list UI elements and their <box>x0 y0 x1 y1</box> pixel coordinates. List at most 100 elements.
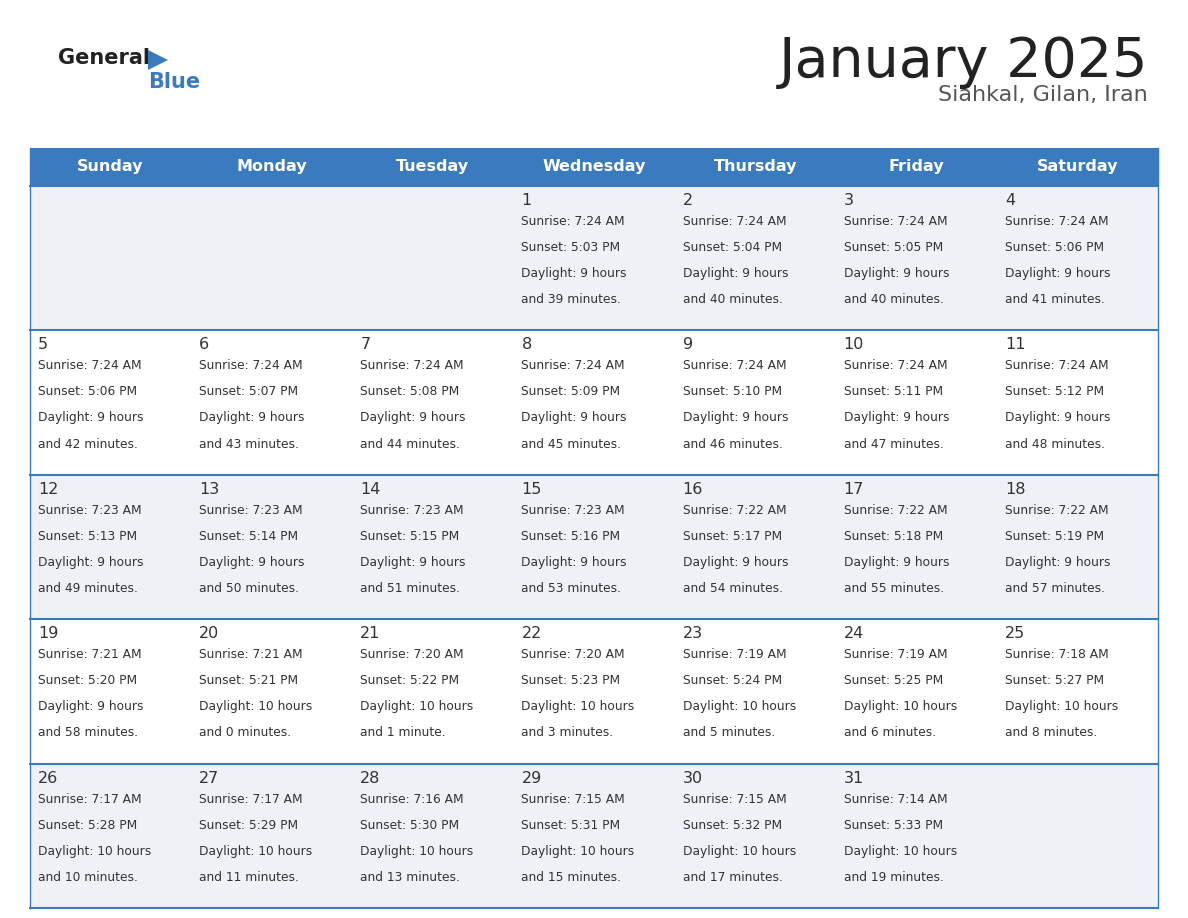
Text: Sunrise: 7:19 AM: Sunrise: 7:19 AM <box>843 648 947 661</box>
Text: 16: 16 <box>683 482 703 497</box>
Text: Siahkal, Gilan, Iran: Siahkal, Gilan, Iran <box>939 85 1148 105</box>
Text: Daylight: 9 hours: Daylight: 9 hours <box>683 556 788 569</box>
FancyBboxPatch shape <box>353 475 513 620</box>
Text: and 42 minutes.: and 42 minutes. <box>38 438 138 451</box>
Text: Sunrise: 7:23 AM: Sunrise: 7:23 AM <box>200 504 303 517</box>
Text: Sunset: 5:31 PM: Sunset: 5:31 PM <box>522 819 620 832</box>
Text: Sunrise: 7:21 AM: Sunrise: 7:21 AM <box>200 648 303 661</box>
Text: Daylight: 9 hours: Daylight: 9 hours <box>38 556 144 569</box>
Text: Daylight: 10 hours: Daylight: 10 hours <box>683 700 796 713</box>
Text: Daylight: 10 hours: Daylight: 10 hours <box>1005 700 1118 713</box>
Text: Sunrise: 7:24 AM: Sunrise: 7:24 AM <box>522 215 625 228</box>
Text: 6: 6 <box>200 338 209 353</box>
Text: Daylight: 10 hours: Daylight: 10 hours <box>843 845 958 857</box>
Text: Daylight: 10 hours: Daylight: 10 hours <box>200 845 312 857</box>
Text: Thursday: Thursday <box>713 160 797 174</box>
Text: 21: 21 <box>360 626 380 641</box>
Text: and 40 minutes.: and 40 minutes. <box>843 293 943 306</box>
Text: Sunset: 5:04 PM: Sunset: 5:04 PM <box>683 241 782 254</box>
FancyBboxPatch shape <box>997 764 1158 908</box>
Text: Sunrise: 7:24 AM: Sunrise: 7:24 AM <box>683 360 786 373</box>
Text: and 39 minutes.: and 39 minutes. <box>522 293 621 306</box>
FancyBboxPatch shape <box>191 475 353 620</box>
Text: 8: 8 <box>522 338 532 353</box>
Text: Sunset: 5:22 PM: Sunset: 5:22 PM <box>360 674 460 688</box>
Text: Sunrise: 7:22 AM: Sunrise: 7:22 AM <box>843 504 947 517</box>
Text: 9: 9 <box>683 338 693 353</box>
Text: and 3 minutes.: and 3 minutes. <box>522 726 613 739</box>
FancyBboxPatch shape <box>513 330 675 475</box>
Text: Sunset: 5:07 PM: Sunset: 5:07 PM <box>200 386 298 398</box>
Text: Daylight: 9 hours: Daylight: 9 hours <box>522 267 627 280</box>
FancyBboxPatch shape <box>191 148 353 186</box>
Text: and 53 minutes.: and 53 minutes. <box>522 582 621 595</box>
Text: Sunrise: 7:20 AM: Sunrise: 7:20 AM <box>522 648 625 661</box>
Text: and 57 minutes.: and 57 minutes. <box>1005 582 1105 595</box>
Text: Sunset: 5:05 PM: Sunset: 5:05 PM <box>843 241 943 254</box>
FancyBboxPatch shape <box>997 186 1158 330</box>
FancyBboxPatch shape <box>30 475 191 620</box>
Text: Daylight: 10 hours: Daylight: 10 hours <box>200 700 312 713</box>
Text: and 54 minutes.: and 54 minutes. <box>683 582 783 595</box>
Text: and 17 minutes.: and 17 minutes. <box>683 871 783 884</box>
Text: 31: 31 <box>843 770 864 786</box>
Text: Sunrise: 7:24 AM: Sunrise: 7:24 AM <box>1005 215 1108 228</box>
FancyBboxPatch shape <box>675 475 835 620</box>
Text: Daylight: 9 hours: Daylight: 9 hours <box>200 556 304 569</box>
Text: and 58 minutes.: and 58 minutes. <box>38 726 138 739</box>
FancyBboxPatch shape <box>191 330 353 475</box>
Text: 5: 5 <box>38 338 49 353</box>
Text: Sunset: 5:03 PM: Sunset: 5:03 PM <box>522 241 620 254</box>
FancyBboxPatch shape <box>353 620 513 764</box>
Text: Sunrise: 7:14 AM: Sunrise: 7:14 AM <box>843 792 947 806</box>
FancyBboxPatch shape <box>353 148 513 186</box>
FancyBboxPatch shape <box>353 330 513 475</box>
Text: and 44 minutes.: and 44 minutes. <box>360 438 460 451</box>
FancyBboxPatch shape <box>513 764 675 908</box>
Text: Sunset: 5:10 PM: Sunset: 5:10 PM <box>683 386 782 398</box>
Polygon shape <box>148 50 168 70</box>
Text: General: General <box>58 48 150 68</box>
FancyBboxPatch shape <box>191 620 353 764</box>
FancyBboxPatch shape <box>835 148 997 186</box>
Text: and 10 minutes.: and 10 minutes. <box>38 871 138 884</box>
Text: and 46 minutes.: and 46 minutes. <box>683 438 783 451</box>
Text: Sunset: 5:25 PM: Sunset: 5:25 PM <box>843 674 943 688</box>
Text: Sunset: 5:15 PM: Sunset: 5:15 PM <box>360 530 460 543</box>
FancyBboxPatch shape <box>997 620 1158 764</box>
Text: and 13 minutes.: and 13 minutes. <box>360 871 460 884</box>
FancyBboxPatch shape <box>997 148 1158 186</box>
Text: Daylight: 10 hours: Daylight: 10 hours <box>522 845 634 857</box>
Text: Sunset: 5:06 PM: Sunset: 5:06 PM <box>38 386 137 398</box>
FancyBboxPatch shape <box>675 330 835 475</box>
Text: Saturday: Saturday <box>1037 160 1118 174</box>
Text: Daylight: 9 hours: Daylight: 9 hours <box>843 411 949 424</box>
Text: Sunrise: 7:24 AM: Sunrise: 7:24 AM <box>522 360 625 373</box>
Text: and 8 minutes.: and 8 minutes. <box>1005 726 1097 739</box>
Text: Sunset: 5:19 PM: Sunset: 5:19 PM <box>1005 530 1104 543</box>
Text: 7: 7 <box>360 338 371 353</box>
Text: and 47 minutes.: and 47 minutes. <box>843 438 943 451</box>
Text: and 55 minutes.: and 55 minutes. <box>843 582 943 595</box>
Text: 23: 23 <box>683 626 702 641</box>
Text: Sunset: 5:28 PM: Sunset: 5:28 PM <box>38 819 138 832</box>
Text: Daylight: 10 hours: Daylight: 10 hours <box>38 845 151 857</box>
Text: Daylight: 9 hours: Daylight: 9 hours <box>843 267 949 280</box>
Text: Sunset: 5:11 PM: Sunset: 5:11 PM <box>843 386 943 398</box>
Text: Sunrise: 7:19 AM: Sunrise: 7:19 AM <box>683 648 786 661</box>
FancyBboxPatch shape <box>675 620 835 764</box>
Text: and 49 minutes.: and 49 minutes. <box>38 582 138 595</box>
Text: Sunrise: 7:17 AM: Sunrise: 7:17 AM <box>200 792 303 806</box>
Text: Sunset: 5:09 PM: Sunset: 5:09 PM <box>522 386 620 398</box>
Text: and 11 minutes.: and 11 minutes. <box>200 871 299 884</box>
Text: Sunrise: 7:22 AM: Sunrise: 7:22 AM <box>683 504 786 517</box>
Text: Sunset: 5:23 PM: Sunset: 5:23 PM <box>522 674 620 688</box>
Text: Sunrise: 7:15 AM: Sunrise: 7:15 AM <box>522 792 625 806</box>
Text: 1: 1 <box>522 193 532 208</box>
FancyBboxPatch shape <box>30 186 191 330</box>
FancyBboxPatch shape <box>513 186 675 330</box>
Text: 28: 28 <box>360 770 380 786</box>
FancyBboxPatch shape <box>30 764 191 908</box>
Text: Daylight: 9 hours: Daylight: 9 hours <box>683 267 788 280</box>
FancyBboxPatch shape <box>191 764 353 908</box>
